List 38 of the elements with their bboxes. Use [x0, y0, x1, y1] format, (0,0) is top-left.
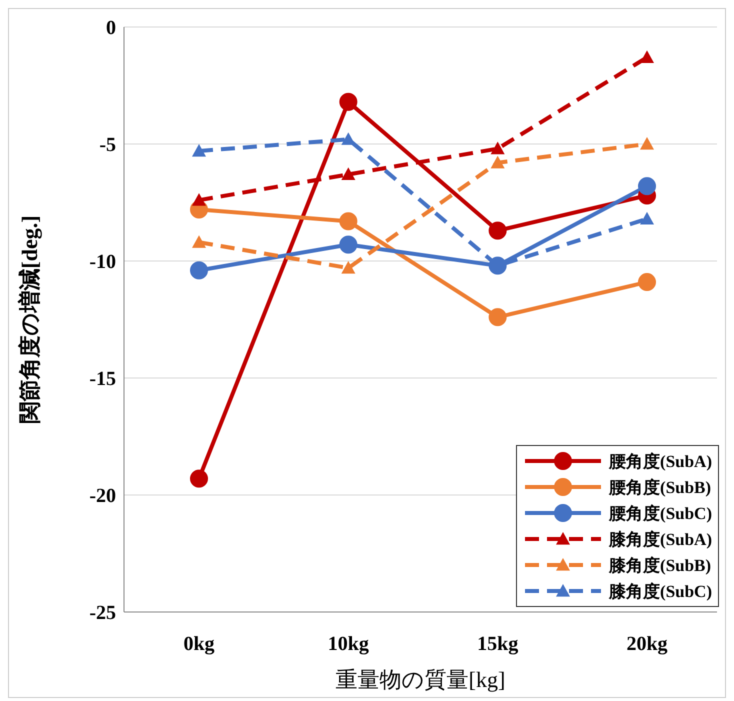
legend-label: 膝角度(SubB): [609, 554, 712, 576]
y-tick-label: -10: [89, 251, 116, 274]
point: [640, 50, 654, 64]
y-tick-label: -15: [89, 368, 116, 390]
x-tick-label: 10kg: [328, 633, 369, 656]
y-tick-label: -5: [99, 134, 116, 156]
point: [640, 137, 654, 150]
point: [192, 193, 206, 206]
legend-label: 腰角度(SubB): [609, 476, 712, 498]
x-tick-label: 0kg: [183, 633, 215, 656]
legend-label: 膝角度(SubA): [609, 528, 712, 550]
y-tick-label: -20: [89, 485, 116, 508]
point: [341, 132, 356, 145]
point: [339, 92, 358, 111]
point: [339, 236, 358, 254]
point: [341, 261, 356, 274]
point: [192, 235, 206, 248]
point: [638, 177, 656, 196]
point: [488, 308, 507, 326]
point: [190, 470, 208, 488]
point: [638, 273, 656, 292]
legend-label: 腰角度(SubC): [609, 502, 712, 524]
x-tick-label: 15kg: [477, 633, 518, 656]
point: [339, 212, 358, 230]
x-axis-title: 重量物の質量[kg]: [336, 667, 506, 692]
point: [341, 167, 356, 180]
point: [190, 261, 208, 280]
y-tick-label: -25: [89, 602, 116, 624]
legend-label: 膝角度(SubC): [609, 580, 712, 602]
legend-label: 腰角度(SubA): [609, 450, 712, 472]
y-axis-title: 関節角度の増減[deg.]: [16, 215, 42, 424]
y-tick-label: 0: [106, 17, 116, 40]
point: [490, 156, 505, 168]
point: [490, 142, 505, 154]
x-tick-label: 20kg: [626, 633, 668, 656]
point: [640, 212, 654, 224]
point: [192, 144, 206, 157]
point: [488, 222, 507, 240]
